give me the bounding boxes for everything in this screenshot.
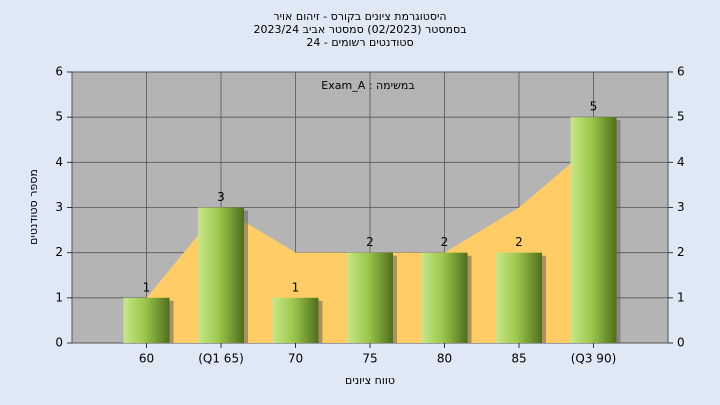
y2-tick-label: 6 [677,65,685,79]
x-tick-label: 75 [362,352,377,366]
x-tick-label: 60 [139,352,154,366]
bar [496,252,542,343]
x-tick-label: 70 [288,352,303,366]
y-tick-label: 4 [55,155,63,169]
y-tick-label: 6 [55,65,63,79]
y-tick-label: 1 [55,290,63,304]
data-label: 2 [366,235,374,249]
y-tick-label: 0 [55,336,63,350]
data-label: 5 [590,100,598,114]
x-tick-label: (Q1 65) [198,352,244,366]
y-tick-label: 2 [55,245,63,259]
x-tick-label: (Q3 90) [571,352,617,366]
bar [347,252,393,343]
bar [123,297,170,343]
chart-title: היסטוגרמת ציונים בקורס - זיהום אויר [273,10,446,23]
y2-tick-label: 2 [677,245,685,259]
y-axis-label: מספר סטודנטים [27,169,40,245]
y-tick-label: 3 [55,200,63,214]
bar [198,207,244,343]
chart-subtitle: סטודנטים רשומים - 24 [306,36,413,49]
bar [421,252,468,343]
chart-subtitle: בסמסטר (02/2023) סמסטר אביב 2023/24 [253,23,466,36]
y2-tick-label: 5 [677,110,685,124]
y2-tick-label: 3 [677,200,685,214]
y-tick-label: 5 [55,110,63,124]
bar [570,117,617,344]
data-label: 3 [217,190,225,204]
data-label: 2 [441,235,449,249]
data-label: 2 [515,235,523,249]
annotation: במשימה : Exam_A [321,79,414,92]
area [146,144,594,343]
data-label: 1 [292,280,300,294]
bar [272,297,319,343]
x-axis-label: טווח ציונים [345,374,395,387]
data-label: 1 [143,280,151,294]
x-tick-label: 80 [437,352,452,366]
y2-tick-label: 1 [677,290,685,304]
y2-tick-label: 0 [677,336,685,350]
x-tick-label: 85 [511,352,526,366]
y2-tick-label: 4 [677,155,685,169]
